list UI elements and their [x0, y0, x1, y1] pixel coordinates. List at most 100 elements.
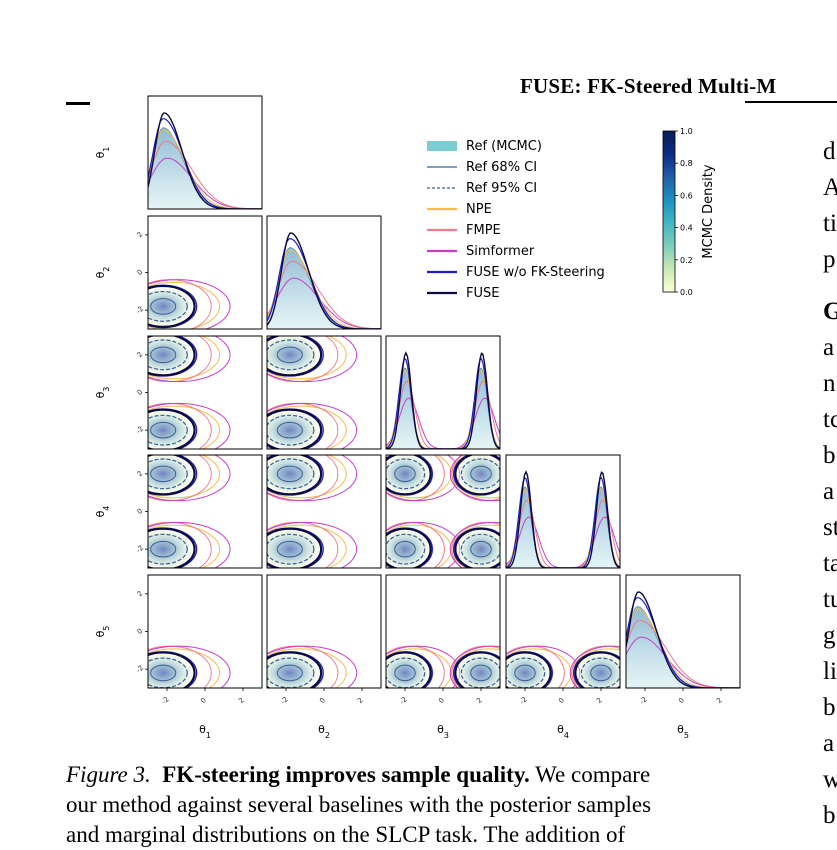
- colorbar-tick-label: 0.0: [680, 288, 693, 297]
- ref68-contour: [394, 540, 416, 558]
- fuse-contour: [386, 651, 432, 688]
- right-column-fragment: a: [823, 334, 835, 361]
- colorbar-title: MCMC Density: [701, 164, 716, 258]
- axis-label-symbol: θ: [318, 723, 325, 736]
- panel-frame: [266, 335, 382, 450]
- ref95-contour: [267, 339, 315, 371]
- panel-r3-c3: [385, 335, 501, 450]
- panel-frame: [147, 95, 263, 210]
- axis-label-subscript: 1: [102, 147, 111, 152]
- ref68-contour: [514, 664, 536, 682]
- fuse-contour: [267, 408, 323, 449]
- fuse-wo-marginal: [148, 117, 262, 209]
- mcmc-density: [386, 651, 431, 688]
- ref95-contour: [460, 458, 500, 490]
- caption-label: Figure 3.: [66, 762, 151, 787]
- ref68-contour: [150, 346, 177, 364]
- panel-content: [267, 455, 358, 568]
- panel-content: [148, 641, 231, 688]
- x-tick-label: 0: [437, 696, 446, 705]
- mcmc-density: [148, 336, 195, 377]
- right-column-fragment: tc: [823, 406, 837, 433]
- mcmc-density: [506, 651, 551, 688]
- axis-label-symbol: θ: [199, 723, 206, 736]
- panel-r2-c2: [266, 215, 382, 330]
- header-rule-right: [745, 101, 837, 103]
- panel-content: [386, 351, 500, 449]
- fuse-contour: [267, 336, 323, 377]
- simformer-contour: [148, 521, 231, 568]
- colorbar: 0.0 0.2 0.4 0.6 0.8 1.0 MCMC Density: [662, 127, 716, 297]
- npe-contour: [267, 336, 347, 380]
- panel-content: [506, 470, 620, 568]
- simformer-contour: [267, 645, 358, 688]
- x-tick-label: 2: [715, 696, 724, 705]
- right-column-fragment: A: [823, 174, 837, 201]
- axis-label-symbol: θ: [94, 151, 107, 158]
- caption-line-1: Figure 3. FK-steering improves sample qu…: [66, 760, 771, 790]
- fuse-marginal: [626, 591, 740, 688]
- fuse-contour: [148, 527, 196, 568]
- axis-label-theta2: θ2: [94, 267, 111, 279]
- axis-label-theta3: θ3: [437, 723, 449, 740]
- npe-contour: [267, 455, 347, 499]
- ref68-contour: [276, 346, 303, 364]
- npe-contour: [148, 405, 221, 449]
- right-column-fragment: ta: [823, 550, 837, 577]
- mcmc-density: [267, 527, 322, 568]
- panel-frame: [385, 335, 501, 450]
- fmpe-marginal: [148, 140, 262, 209]
- ref95-contour: [148, 458, 188, 490]
- legend-swatch-patch: [427, 141, 457, 151]
- right-column-fragment: n: [823, 370, 836, 397]
- fuse-contour: [148, 408, 196, 449]
- ref68-contour: [276, 421, 303, 439]
- panel-frame: [266, 215, 382, 330]
- panel-content: [148, 455, 231, 568]
- panel-content: [148, 275, 231, 329]
- mcmc-density: [455, 527, 500, 568]
- right-column-fragment: ti: [823, 210, 837, 237]
- axis-label-subscript: 3: [444, 731, 449, 740]
- ref68-contour: [470, 664, 492, 682]
- x-tick-label: -2: [398, 695, 409, 706]
- ref68-contour: [470, 465, 492, 483]
- ref68-contour: [150, 421, 177, 439]
- right-column-fragment: st: [823, 514, 837, 541]
- y-tick-label: -2: [135, 425, 146, 436]
- x-tick-label: 0: [318, 696, 327, 705]
- ref95-contour: [267, 458, 315, 490]
- header-rule-left: [66, 102, 90, 105]
- ref95-contour: [267, 533, 315, 565]
- axis-label-theta1: θ1: [94, 147, 111, 159]
- axis-label-theta3: θ3: [94, 387, 111, 399]
- fuse-contour: [148, 284, 196, 328]
- right-column-fragment: a: [823, 478, 835, 505]
- right-column-fragment: a: [823, 730, 835, 757]
- fuse-wo-marginal: [626, 596, 740, 688]
- caption-line-3: and marginal distributions on the SLCP t…: [66, 822, 626, 847]
- right-column-fragment: G: [823, 298, 837, 325]
- fuse-marginal: [148, 112, 262, 209]
- mcmc-marginal: [386, 367, 500, 449]
- y-tick-label: 0: [136, 507, 145, 516]
- panel-r3-c2: [266, 335, 382, 450]
- ref95-contour: [148, 339, 188, 371]
- axis-label-subscript: 4: [564, 731, 569, 740]
- fuse-contour: [148, 336, 196, 377]
- simformer-contour: [449, 455, 500, 502]
- mcmc-density: [267, 455, 322, 496]
- legend: Ref (MCMC) Ref 68% CI Ref 95% CI NPE FMPE Sim…: [427, 139, 605, 301]
- npe-contour: [148, 524, 221, 568]
- axis-label-symbol: θ: [677, 723, 684, 736]
- fuse-marginal: [506, 470, 620, 568]
- fuse-contour: [386, 527, 432, 568]
- panel-r4-c2: [266, 454, 382, 569]
- y-tick-label: 2: [136, 230, 145, 239]
- mcmc-density: [386, 455, 431, 496]
- y-tick-label: 0: [136, 268, 145, 277]
- right-column-fragment: p: [823, 246, 836, 273]
- legend-label: Simformer: [466, 244, 535, 259]
- mcmc-density: [575, 651, 620, 688]
- ref95-contour: [148, 290, 188, 322]
